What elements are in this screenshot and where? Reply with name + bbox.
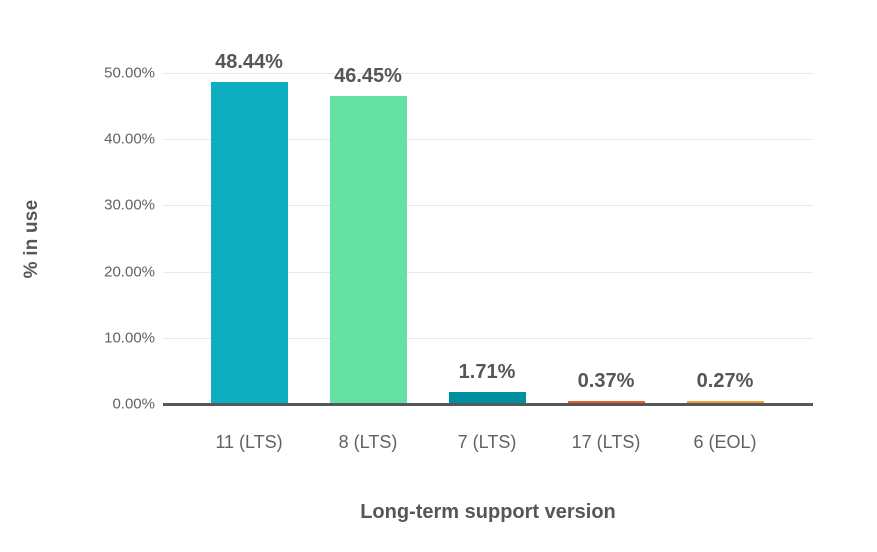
- x-axis-line: [163, 403, 813, 406]
- value-label-6-eol: 0.27%: [696, 370, 754, 392]
- value-label-8-lts: 46.45%: [334, 65, 402, 87]
- bar-8-lts: [329, 96, 407, 403]
- y-axis-title: % in use: [21, 199, 42, 279]
- gridline-20: [163, 271, 813, 273]
- x-tick-label-6-eol: 6 (EOL): [693, 432, 757, 452]
- gridline-40: [163, 139, 813, 141]
- x-tick-label-17-lts: 17 (LTS): [571, 432, 641, 452]
- bar-11-lts: [210, 82, 288, 403]
- gridline-50: [163, 73, 813, 74]
- x-tick-label-8-lts: 8 (LTS): [338, 432, 398, 452]
- x-tick-label-7-lts: 7 (LTS): [457, 432, 517, 452]
- bar-7-lts: [448, 392, 526, 403]
- value-label-11-lts: 48.44%: [215, 51, 283, 73]
- value-label-7-lts: 1.71%: [458, 361, 516, 383]
- plot-area: 48.44% 46.45% 1.71% 0.37% 0.27%: [163, 51, 813, 406]
- x-axis-title: Long-term support version: [360, 501, 616, 523]
- y-tick-label-40: 40.00%: [104, 130, 155, 148]
- x-tick-label-11-lts: 11 (LTS): [215, 432, 283, 452]
- gridline-30: [163, 205, 813, 207]
- bar-6-eol: [686, 401, 764, 403]
- y-tick-label-0: 0.00%: [112, 395, 155, 413]
- y-tick-label-20: 20.00%: [104, 263, 155, 281]
- y-tick-label-10: 10.00%: [104, 329, 155, 347]
- gridline-10: [163, 337, 813, 339]
- y-tick-label-30: 30.00%: [104, 196, 155, 214]
- value-label-17-lts: 0.37%: [577, 370, 635, 392]
- bar-17-lts: [567, 401, 645, 403]
- y-tick-label-50: 50.00%: [104, 64, 155, 82]
